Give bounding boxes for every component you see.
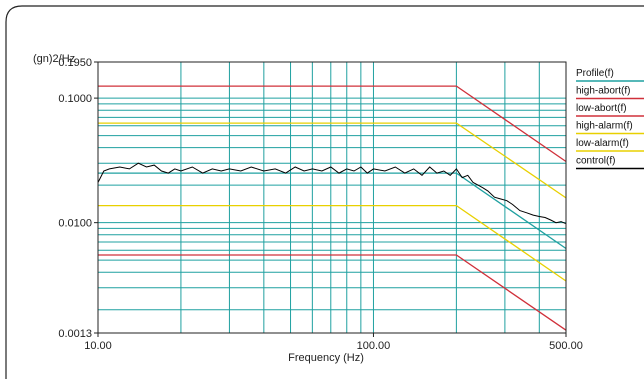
x-tick-label: 500.00 xyxy=(549,340,583,352)
legend: Profile(f) high-abort(f) low-abort(f) high-… xyxy=(576,68,644,170)
y-axis-label: (gn)2/Hz xyxy=(33,53,75,65)
legend-label: low-alarm(f) xyxy=(576,138,629,149)
series-line-low-alarm-f xyxy=(98,204,567,282)
series-line-control-f xyxy=(97,162,567,225)
legend-label: Profile(f) xyxy=(576,68,614,79)
axes xyxy=(94,61,567,337)
y-tick-label: 0.1000 xyxy=(58,93,92,105)
y-tick-label: 0.1950 xyxy=(58,57,92,69)
series-line-high-alarm-f xyxy=(98,122,567,199)
series-line-profile-f xyxy=(98,172,567,250)
legend-label: high-alarm(f) xyxy=(576,121,633,132)
y-tick-label: 0.0100 xyxy=(58,218,92,230)
x-tick-label: 100.00 xyxy=(357,340,391,352)
legend-label: high-abort(f) xyxy=(576,86,630,97)
series-line-low-abort-f xyxy=(98,254,567,331)
series-lines xyxy=(97,85,567,331)
y-tick-label: 0.0013 xyxy=(58,328,92,340)
x-axis-label: Frequency (Hz) xyxy=(288,352,364,364)
legend-label: control(f) xyxy=(576,156,615,167)
legend-label: low-abort(f) xyxy=(576,103,627,114)
series-line-high-abort-f xyxy=(98,85,567,163)
x-tick-label: 10.00 xyxy=(84,340,112,352)
plot-frame xyxy=(97,61,567,334)
